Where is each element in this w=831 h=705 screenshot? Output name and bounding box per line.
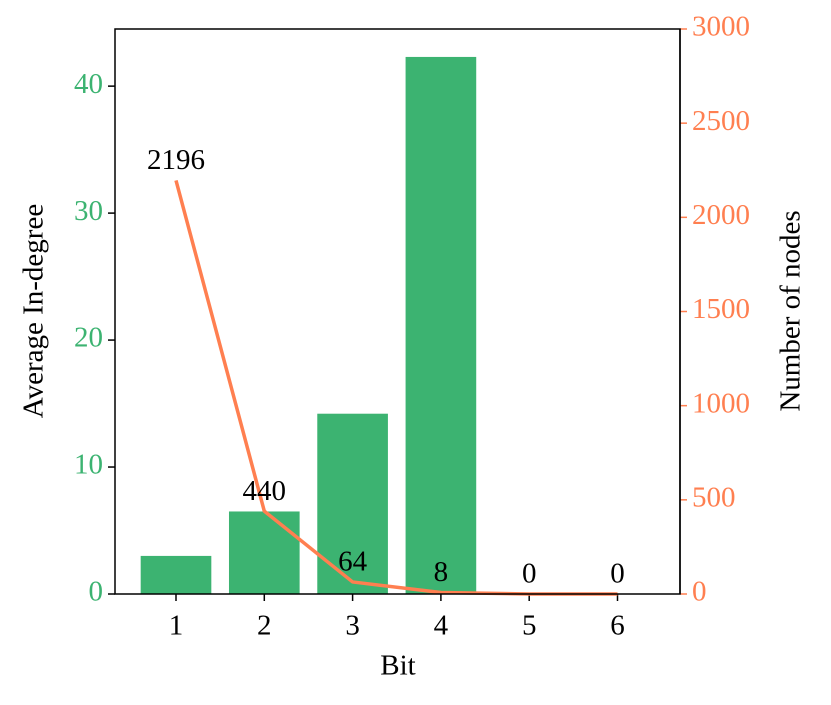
- y2-tick-label: 3000: [692, 11, 750, 43]
- y2-tick-label: 1000: [692, 387, 750, 419]
- data-label: 0: [610, 558, 625, 590]
- y2-tick-label: 2000: [692, 199, 750, 231]
- data-label: 8: [434, 556, 449, 588]
- bar: [140, 555, 212, 594]
- data-label: 440: [243, 475, 287, 507]
- y-axis-label: Average In-degree: [18, 204, 50, 418]
- x-tick-label: 6: [610, 610, 625, 642]
- y2-tick-label: 0: [692, 576, 707, 608]
- y2-axis-label: Number of nodes: [775, 210, 807, 411]
- x-tick-label: 2: [257, 610, 272, 642]
- x-axis-label: Bit: [380, 650, 415, 682]
- data-label: 0: [522, 558, 537, 590]
- y2-tick-label: 1500: [692, 293, 750, 325]
- x-tick-label: 1: [169, 610, 184, 642]
- y-tick-label: 10: [74, 449, 103, 481]
- y2-tick-label: 2500: [692, 105, 750, 137]
- data-label: 2196: [147, 144, 205, 176]
- y-tick-label: 40: [74, 68, 103, 100]
- x-tick-label: 3: [345, 610, 360, 642]
- y-tick-label: 0: [89, 576, 104, 608]
- bar: [228, 511, 300, 594]
- bar: [405, 56, 477, 595]
- y-tick-label: 20: [74, 322, 103, 354]
- y-tick-label: 30: [74, 195, 103, 227]
- y2-tick-label: 500: [692, 481, 736, 513]
- x-tick-label: 4: [434, 610, 449, 642]
- plot-frame: [114, 28, 681, 595]
- x-tick-label: 5: [522, 610, 537, 642]
- data-label: 64: [338, 546, 368, 578]
